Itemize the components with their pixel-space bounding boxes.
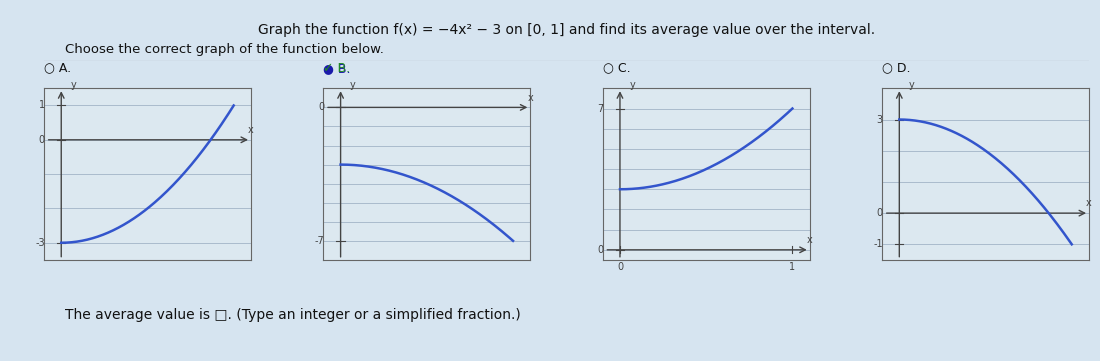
Text: ○ D.: ○ D. <box>882 62 911 75</box>
Text: x: x <box>1086 198 1092 208</box>
Text: 1: 1 <box>39 100 45 110</box>
Text: y: y <box>629 81 635 90</box>
Text: 3: 3 <box>877 114 883 125</box>
Text: -7: -7 <box>315 236 324 246</box>
Text: 0: 0 <box>597 245 604 255</box>
Text: 0: 0 <box>39 135 45 145</box>
Text: y: y <box>909 81 914 90</box>
Text: x: x <box>527 92 534 103</box>
Text: 0: 0 <box>877 208 883 218</box>
Text: x: x <box>806 235 813 245</box>
Text: 0: 0 <box>617 262 623 272</box>
Text: ○ C.: ○ C. <box>603 62 630 75</box>
Text: ● B.: ● B. <box>323 62 351 75</box>
Text: x: x <box>249 125 254 135</box>
Text: The average value is □. (Type an integer or a simplified fraction.): The average value is □. (Type an integer… <box>65 308 520 322</box>
Text: y: y <box>70 81 77 90</box>
Text: 0: 0 <box>318 103 324 112</box>
Text: 1: 1 <box>790 262 795 272</box>
Text: 7: 7 <box>597 104 604 113</box>
Text: y: y <box>350 81 356 90</box>
Text: -1: -1 <box>873 239 883 249</box>
Text: ✓ B.: ✓ B. <box>323 62 351 75</box>
Text: Choose the correct graph of the function below.: Choose the correct graph of the function… <box>65 43 384 56</box>
Text: -3: -3 <box>35 238 45 248</box>
Text: ○ A.: ○ A. <box>44 62 72 75</box>
Text: Graph the function f(x) = −4x² − 3 on [0, 1] and find its average value over the: Graph the function f(x) = −4x² − 3 on [0… <box>257 23 876 37</box>
